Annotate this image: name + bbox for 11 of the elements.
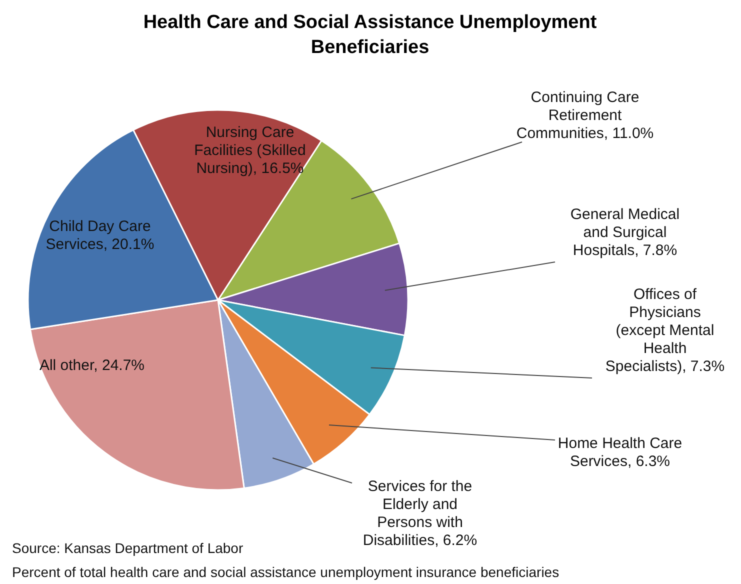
slice-label: Home Health Care Services, 6.3%: [558, 435, 682, 470]
text: Percent of total health care and social assistance unemployment insurance beneficiaries: [12, 564, 560, 580]
slice-label: General Medical and Surgical Hospitals, 7.8%: [570, 206, 680, 259]
slice-label: Services for the Elderly and Persons with Disabilities, 6.2%: [362, 478, 478, 549]
slice-label: All other, 24.7%: [39, 357, 145, 374]
slice-label: Offices of Physicians (except Mental Health Specialists), 7.3%: [605, 286, 725, 375]
chart-title: Health Care and Social Assistance Unemployment Beneficiaries: [143, 12, 598, 58]
slice-label: Nursing Care Facilities (Skilled Nursing), 16.5%: [194, 124, 306, 177]
slice-label: Child Day Care Services, 20.1%: [46, 218, 154, 253]
slice-label: Continuing Care Retirement Communities, 11.0%: [516, 89, 654, 142]
source-note: Source: Kansas Department of Labor: [12, 540, 244, 556]
